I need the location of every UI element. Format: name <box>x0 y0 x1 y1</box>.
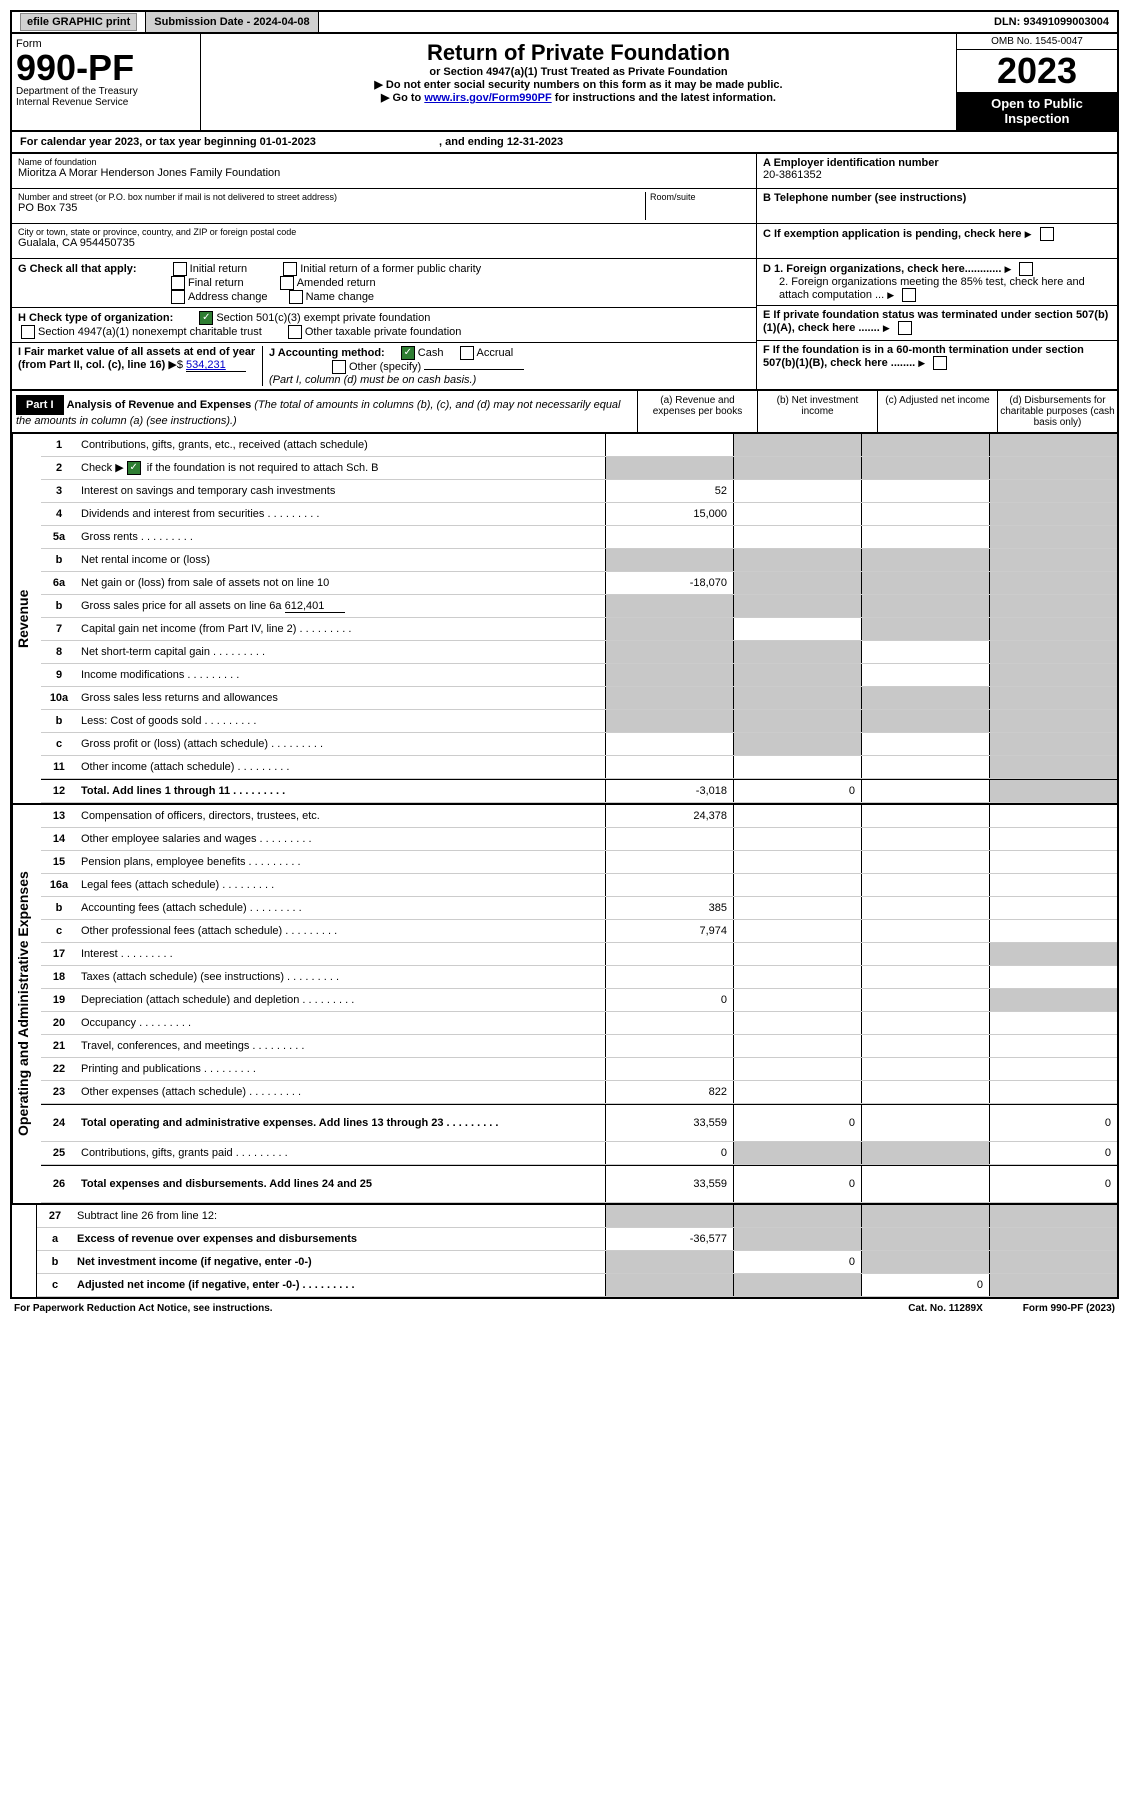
cb-c[interactable] <box>1040 227 1054 241</box>
cb-address[interactable] <box>171 290 185 304</box>
city-label: City or town, state or province, country… <box>18 227 750 237</box>
cb-f[interactable] <box>933 356 947 370</box>
ein-label: A Employer identification number <box>763 157 1111 169</box>
cb-initial[interactable] <box>173 262 187 276</box>
section-i: I Fair market value of all assets at end… <box>18 346 263 386</box>
page-footer: For Paperwork Reduction Act Notice, see … <box>10 1299 1119 1318</box>
part1-label: Part I <box>16 395 64 415</box>
form-header: Form 990-PF Department of the Treasury I… <box>10 34 1119 132</box>
tel-label: B Telephone number (see instructions) <box>763 192 1111 204</box>
cb-amended[interactable] <box>280 276 294 290</box>
foundation-name: Mioritza A Morar Henderson Jones Family … <box>18 167 750 179</box>
cb-initial-former[interactable] <box>283 262 297 276</box>
cb-other-acct[interactable] <box>332 360 346 374</box>
cb-d1[interactable] <box>1019 262 1033 276</box>
section-d: D 1. Foreign organizations, check here..… <box>757 259 1117 306</box>
irs: Internal Revenue Service <box>16 97 196 108</box>
note-ssn: ▶ Do not enter social security numbers o… <box>207 78 950 91</box>
col-d: (d) Disbursements for charitable purpose… <box>997 391 1117 432</box>
top-bar: efile GRAPHIC print Submission Date - 20… <box>10 10 1119 34</box>
form-number: 990-PF <box>16 50 196 86</box>
name-label: Name of foundation <box>18 157 750 167</box>
footer-left: For Paperwork Reduction Act Notice, see … <box>14 1303 273 1314</box>
form-link[interactable]: www.irs.gov/Form990PF <box>424 92 551 104</box>
address: PO Box 735 <box>18 202 641 214</box>
expenses-label: Operating and Administrative Expenses <box>12 805 41 1203</box>
city: Gualala, CA 954450735 <box>18 237 750 249</box>
part1-header: Part I Analysis of Revenue and Expenses … <box>10 391 1119 434</box>
submission-date: Submission Date - 2024-04-08 <box>146 12 318 32</box>
section-g: G Check all that apply: Initial return I… <box>12 259 756 308</box>
tax-year: 2023 <box>957 50 1117 92</box>
dept: Department of the Treasury <box>16 86 196 97</box>
cb-other-tax[interactable] <box>288 325 302 339</box>
cb-final[interactable] <box>171 276 185 290</box>
room-label: Room/suite <box>646 192 750 220</box>
calendar-year-row: For calendar year 2023, or tax year begi… <box>10 132 1119 154</box>
efile-button[interactable]: efile GRAPHIC print <box>20 13 137 31</box>
section-e: E If private foundation status was termi… <box>757 306 1117 341</box>
addr-label: Number and street (or P.O. box number if… <box>18 192 641 202</box>
cb-d2[interactable] <box>902 288 916 302</box>
section-j: J Accounting method: Cash Accrual Other … <box>263 346 750 386</box>
note-goto: ▶ Go to www.irs.gov/Form990PF for instru… <box>207 91 950 104</box>
footer-cat: Cat. No. 11289X <box>908 1303 982 1314</box>
cb-cash[interactable] <box>401 346 415 360</box>
cb-accrual[interactable] <box>460 346 474 360</box>
fmv-value[interactable]: 534,231 <box>186 359 246 372</box>
form-title: Return of Private Foundation <box>207 40 950 66</box>
section-c: C If exemption application is pending, c… <box>757 224 1117 259</box>
cb-schb[interactable] <box>127 461 141 475</box>
footer-form: Form 990-PF (2023) <box>1023 1303 1115 1314</box>
section-h: H Check type of organization: Section 50… <box>12 308 756 343</box>
cb-name[interactable] <box>289 290 303 304</box>
entity-info: Name of foundation Mioritza A Morar Hend… <box>10 154 1119 391</box>
expenses-section: Operating and Administrative Expenses 13… <box>10 805 1119 1205</box>
cb-501c3[interactable] <box>199 311 213 325</box>
col-c: (c) Adjusted net income <box>877 391 997 432</box>
section-f: F If the foundation is in a 60-month ter… <box>757 341 1117 375</box>
open-to-public: Open to Public Inspection <box>957 92 1117 130</box>
form-subtitle: or Section 4947(a)(1) Trust Treated as P… <box>207 66 950 78</box>
col-b: (b) Net investment income <box>757 391 877 432</box>
cb-4947[interactable] <box>21 325 35 339</box>
omb-number: OMB No. 1545-0047 <box>957 34 1117 50</box>
dln: DLN: 93491099003004 <box>986 12 1117 32</box>
col-a: (a) Revenue and expenses per books <box>637 391 757 432</box>
revenue-section: Revenue 1Contributions, gifts, grants, e… <box>10 434 1119 805</box>
cb-e[interactable] <box>898 321 912 335</box>
ein: 20-3861352 <box>763 169 1111 181</box>
line27-section: 27Subtract line 26 from line 12: aExcess… <box>10 1205 1119 1299</box>
revenue-label: Revenue <box>12 434 41 803</box>
